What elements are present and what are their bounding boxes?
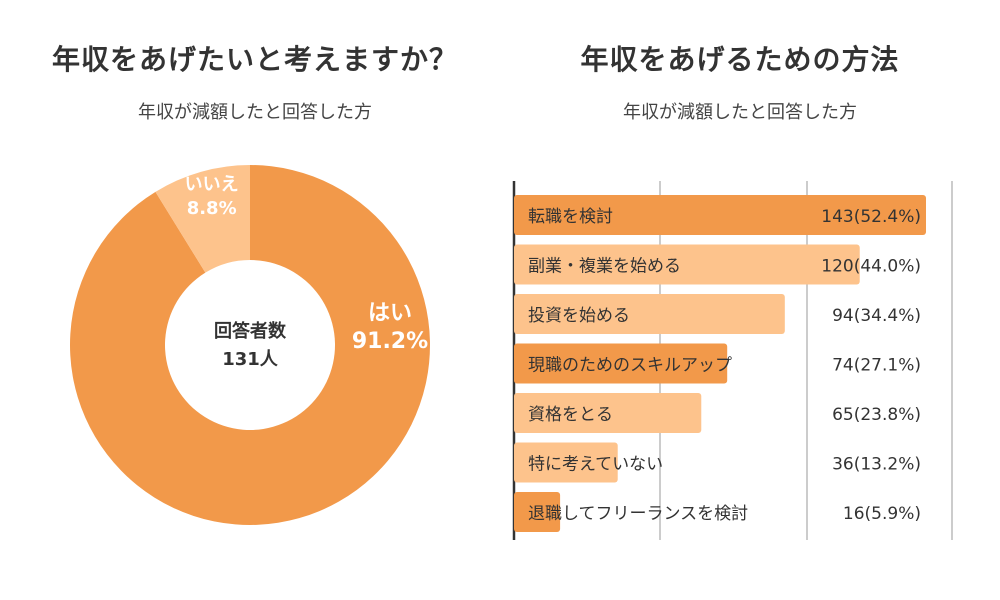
bar-category-label: 退職してフリーランスを検討	[528, 504, 748, 524]
donut-slice	[70, 165, 431, 525]
bar-value-label: 74(27.1%)	[832, 356, 921, 376]
bar-category-label: 投資を始める	[528, 306, 630, 326]
donut-center-value: 131人	[222, 349, 279, 370]
bar	[514, 343, 728, 384]
bar	[514, 244, 860, 285]
bar	[514, 393, 702, 433]
bar-category-label: 資格をとる	[528, 405, 613, 425]
donut-chart-title: 年収をあげたいと考えますか？	[51, 43, 458, 76]
bar-value-label: 65(23.8%)	[832, 405, 921, 425]
bar	[514, 442, 618, 483]
bar-value-label: 143(52.4%)	[821, 207, 921, 227]
bar	[514, 294, 785, 334]
bar-category-label: 特に考えていない	[528, 455, 663, 475]
donut-slice	[155, 165, 250, 273]
bar-chart-subtitle: 年収が減額したと回答した方	[623, 102, 857, 123]
donut-slice-percent: 8.8%	[187, 198, 237, 219]
bar	[514, 195, 926, 235]
bar-value-label: 120(44.0%)	[821, 257, 921, 277]
donut-slice-percent: 91.2%	[352, 329, 428, 354]
bar-value-label: 94(34.4%)	[832, 306, 921, 326]
donut-chart: 回答者数 131人 はい 91.2% いいえ 8.8%	[70, 165, 431, 525]
donut-chart-subtitle: 年収が減額したと回答した方	[138, 102, 372, 123]
donut-slice-label: はい	[368, 301, 412, 326]
bar	[514, 492, 561, 532]
bar-chart-title: 年収をあげるための方法	[580, 43, 900, 76]
donut-center-label: 回答者数	[214, 320, 287, 342]
bar-category-label: 副業・複業を始める	[528, 257, 681, 277]
bar-category-label: 現職のためのスキルアップ	[528, 356, 732, 376]
donut-slice-label: いいえ	[185, 174, 239, 195]
bar-category-label: 転職を検討	[528, 207, 613, 227]
bar-value-label: 16(5.9%)	[843, 504, 921, 524]
bar-value-label: 36(13.2%)	[832, 455, 921, 475]
